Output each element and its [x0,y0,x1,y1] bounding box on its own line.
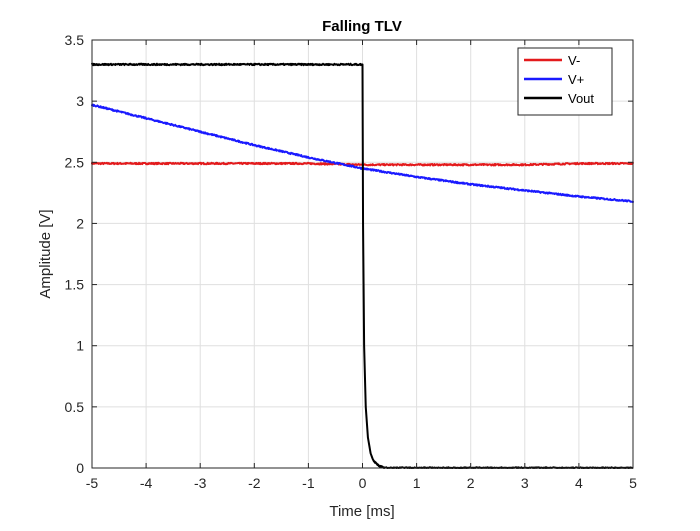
x-tick-label: -5 [86,475,99,491]
y-tick-label: 3.5 [65,32,85,48]
x-tick-label: 4 [575,475,583,491]
x-tick-label: 0 [359,475,367,491]
x-tick-label: -1 [302,475,315,491]
legend-label: V+ [568,72,584,87]
x-tick-label: -4 [140,475,153,491]
x-tick-label: -3 [194,475,207,491]
y-tick-label: 3 [76,93,84,109]
x-tick-label: 5 [629,475,637,491]
y-tick-label: 1 [76,338,84,354]
legend-box [517,47,613,116]
y-tick-label: 2 [76,215,84,231]
legend: V- V+ Vout [517,47,613,116]
y-tick-label: 1.5 [65,277,85,293]
y-tick-label: 0.5 [65,399,85,415]
y-axis-label: Amplitude [V] [37,209,54,298]
axis-ticks: -5 -4 -3 -2 -1 0 1 2 3 4 5 0 0.5 1 1.5 2 2.5 3 3.5 [65,32,638,491]
y-tick-label: 2.5 [65,154,85,170]
x-tick-label: -2 [248,475,261,491]
x-tick-label: 2 [467,475,475,491]
x-tick-label: 3 [521,475,529,491]
x-axis-label: Time [ms] [329,503,394,520]
y-tick-label: 0 [76,460,84,476]
legend-label: V- [568,53,580,68]
legend-label: Vout [568,91,594,106]
x-tick-label: 1 [413,475,421,491]
chart-title: Falling TLV [322,18,402,35]
